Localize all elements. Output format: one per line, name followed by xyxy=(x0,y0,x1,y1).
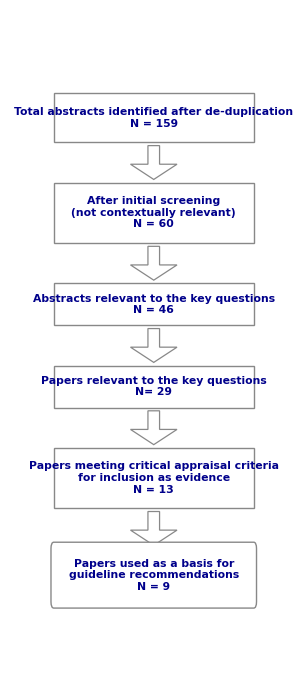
Text: After initial screening
(not contextually relevant)
N = 60: After initial screening (not contextuall… xyxy=(71,196,236,230)
FancyBboxPatch shape xyxy=(54,448,254,508)
Polygon shape xyxy=(130,146,177,180)
Text: Papers meeting critical appraisal criteria
for inclusion as evidence
N = 13: Papers meeting critical appraisal criter… xyxy=(29,462,279,495)
Text: Papers relevant to the key questions
N= 29: Papers relevant to the key questions N= … xyxy=(41,376,267,398)
Polygon shape xyxy=(130,511,177,546)
FancyBboxPatch shape xyxy=(54,365,254,407)
Polygon shape xyxy=(130,329,177,363)
FancyBboxPatch shape xyxy=(54,283,254,325)
Polygon shape xyxy=(130,246,177,280)
FancyBboxPatch shape xyxy=(51,542,256,608)
Text: Total abstracts identified after de-duplication
N = 159: Total abstracts identified after de-dupl… xyxy=(14,107,293,129)
FancyBboxPatch shape xyxy=(54,183,254,243)
Text: Papers used as a basis for
guideline recommendations
N = 9: Papers used as a basis for guideline rec… xyxy=(69,559,239,592)
Text: Abstracts relevant to the key questions
N = 46: Abstracts relevant to the key questions … xyxy=(33,294,275,315)
FancyBboxPatch shape xyxy=(54,93,254,142)
Polygon shape xyxy=(130,411,177,444)
